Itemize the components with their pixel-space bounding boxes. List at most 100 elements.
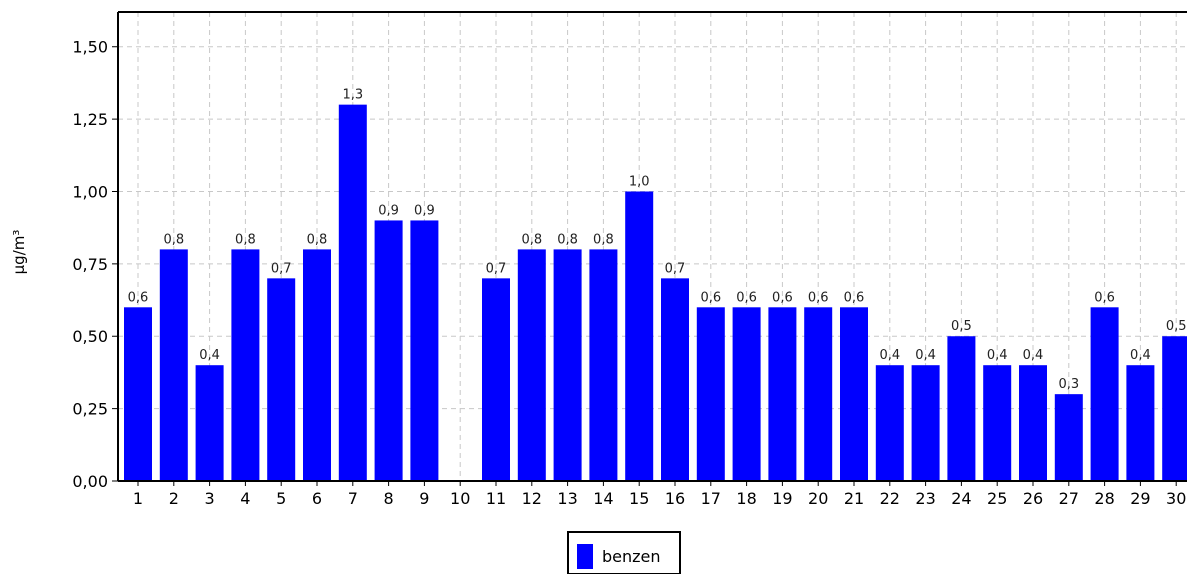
- bar: [267, 278, 296, 481]
- x-tick-label: 9: [419, 489, 429, 508]
- data-labels-group: 0,6 0,8 0,4 0,8 0,7 0,8 1,3 0,9 0,9 0,7 0,8 0,8 0,8 1…: [128, 88, 1187, 393]
- data-label: 0,7: [665, 261, 686, 276]
- bar: [195, 365, 224, 481]
- x-tick-label: 22: [880, 489, 900, 508]
- bar: [338, 104, 367, 482]
- data-label: 0,4: [199, 348, 220, 363]
- data-label: 0,8: [521, 232, 542, 247]
- y-axis-label: µg/m³: [10, 230, 28, 275]
- bar: [983, 365, 1012, 481]
- x-tick-label: 10: [450, 489, 470, 508]
- x-tick-label: 28: [1094, 489, 1114, 508]
- data-label: 1,0: [629, 174, 650, 189]
- x-tick-label: 6: [312, 489, 322, 508]
- data-label: 0,7: [486, 261, 507, 276]
- data-label: 0,9: [378, 203, 399, 218]
- bar: [589, 249, 618, 481]
- bar: [947, 336, 976, 481]
- data-label: 0,6: [736, 290, 757, 305]
- x-tick-label: 13: [557, 489, 577, 508]
- bar: [374, 220, 403, 481]
- x-tick-label: 19: [772, 489, 792, 508]
- data-label: 0,3: [1058, 377, 1079, 392]
- x-tick-label: 27: [1059, 489, 1079, 508]
- x-tick-label: 7: [348, 489, 358, 508]
- x-tick-label: 24: [951, 489, 971, 508]
- data-label: 0,6: [772, 290, 793, 305]
- x-tick-label: 30: [1166, 489, 1186, 508]
- y-tick-label: 0,75: [72, 255, 108, 274]
- y-tick-label: 1,00: [72, 182, 108, 201]
- y-tick-label: 0,00: [72, 472, 108, 491]
- data-label: 0,8: [307, 232, 328, 247]
- bar: [410, 220, 439, 481]
- y-tick-label: 0,25: [72, 400, 108, 419]
- data-label: 0,6: [844, 290, 865, 305]
- x-tick-label: 29: [1130, 489, 1150, 508]
- x-tick-label: 21: [844, 489, 864, 508]
- legend: benzen: [567, 531, 681, 575]
- bar: [840, 307, 868, 481]
- bars-group: [124, 104, 1187, 482]
- data-label: 0,5: [951, 319, 972, 334]
- x-tick-label: 12: [522, 489, 542, 508]
- x-tick-label: 8: [384, 489, 394, 508]
- data-label: 0,6: [128, 290, 149, 305]
- x-tick-labels: 1 2 3 4 5 6 7 8 9 10 11 12 13 14 15 16 17 18 19 20 21 22 23 24 2…: [133, 481, 1186, 508]
- x-tick-label: 17: [701, 489, 721, 508]
- bar: [482, 278, 510, 481]
- data-label: 0,8: [235, 232, 256, 247]
- bar: [875, 365, 904, 481]
- bar: [1054, 394, 1083, 481]
- bar: [1090, 307, 1119, 481]
- axes-group: [117, 11, 1187, 482]
- data-label: 0,5: [1166, 319, 1187, 334]
- bar: [517, 249, 546, 481]
- data-label: 0,4: [915, 348, 936, 363]
- bar: [231, 249, 260, 481]
- data-label: 0,4: [1130, 348, 1151, 363]
- data-label: 0,4: [987, 348, 1008, 363]
- y-tick-label: 1,50: [72, 38, 108, 57]
- data-label: 0,4: [879, 348, 900, 363]
- legend-swatch-benzen: [577, 544, 593, 569]
- bar: [625, 191, 654, 481]
- data-label: 0,8: [163, 232, 184, 247]
- data-label: 0,6: [808, 290, 829, 305]
- x-tick-label: 18: [736, 489, 756, 508]
- legend-label-benzen: benzen: [602, 547, 661, 566]
- x-tick-label: 3: [205, 489, 215, 508]
- bar: [1126, 365, 1155, 481]
- x-tick-label: 20: [808, 489, 828, 508]
- bar: [768, 307, 797, 481]
- y-tick-labels: 0,00 0,25 0,50 0,75 1,00 1,25 1,50: [72, 38, 118, 491]
- data-label: 0,6: [1094, 290, 1115, 305]
- x-tick-label: 2: [169, 489, 179, 508]
- y-tick-label: 1,25: [72, 110, 108, 129]
- bar: [696, 307, 725, 481]
- data-label: 0,7: [271, 261, 292, 276]
- bar: [1162, 336, 1187, 481]
- data-label: 0,4: [1023, 348, 1044, 363]
- x-tick-label: 16: [665, 489, 685, 508]
- x-tick-label: 11: [486, 489, 506, 508]
- x-tick-label: 4: [240, 489, 250, 508]
- bar: [732, 307, 761, 481]
- bar: [124, 307, 152, 481]
- bar: [553, 249, 582, 481]
- x-tick-label: 23: [915, 489, 935, 508]
- data-label: 0,8: [593, 232, 614, 247]
- x-tick-label: 25: [987, 489, 1007, 508]
- bar: [911, 365, 940, 481]
- x-tick-label: 26: [1023, 489, 1043, 508]
- data-label: 0,8: [557, 232, 578, 247]
- y-tick-label: 0,50: [72, 327, 108, 346]
- bar: [804, 307, 833, 481]
- x-tick-label: 1: [133, 489, 143, 508]
- data-label: 0,6: [700, 290, 721, 305]
- bar: [159, 249, 188, 481]
- bar: [303, 249, 331, 481]
- data-label: 1,3: [342, 88, 363, 103]
